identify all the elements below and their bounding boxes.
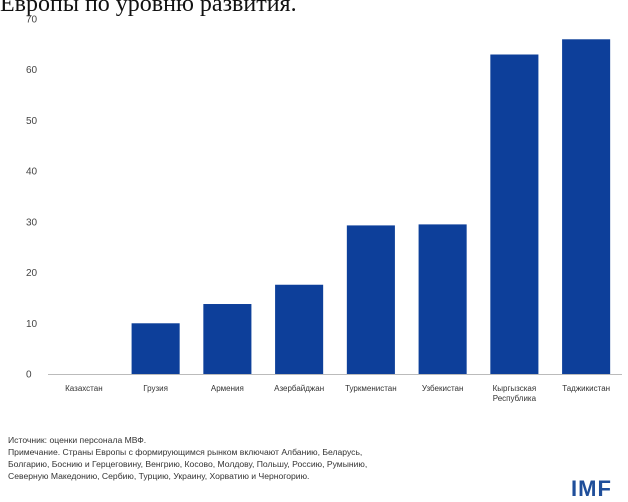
- y-tick-label: 10: [26, 319, 38, 330]
- y-axis-ticks: 0 10 20 30 40 50 60 70: [26, 15, 38, 381]
- bar: [562, 39, 611, 375]
- category-label: Армения: [211, 384, 244, 393]
- category-label: Казахстан: [65, 384, 103, 393]
- y-tick-label: 30: [26, 217, 38, 228]
- y-tick-label: 70: [26, 15, 38, 26]
- y-tick-label: 60: [26, 65, 38, 76]
- bar: [275, 284, 324, 374]
- bars: [131, 39, 611, 375]
- category-label: Республика: [493, 394, 537, 403]
- bar: [490, 54, 539, 374]
- bar: [203, 304, 252, 374]
- category-label: Кыргызская: [493, 384, 537, 393]
- y-tick-label: 0: [26, 370, 32, 381]
- source-line: Источник: оценки персонала МВФ.: [8, 435, 147, 445]
- note-line-2: Болгарию, Боснию и Герцеговину, Венгрию,…: [8, 459, 368, 469]
- category-label: Туркменистан: [345, 384, 397, 393]
- category-labels: Казахстан Грузия Армения Азербайджан Туркмен…: [65, 384, 610, 403]
- category-label: Азербайджан: [274, 384, 324, 393]
- y-tick-label: 50: [26, 116, 38, 127]
- bar-chart: 0 10 20 30 40 50 60 70 Казахстан Грузия Армения Аз…: [26, 15, 622, 403]
- bar: [346, 225, 395, 374]
- bar: [131, 323, 180, 374]
- note-line-1: Примечание. Страны Европы с формирующимс…: [8, 447, 363, 457]
- category-label: Грузия: [143, 384, 168, 393]
- bar: [418, 224, 467, 374]
- top-caption: Европы по уровню развития.: [0, 0, 297, 17]
- footnote: Источник: оценки персонала МВФ. Примечан…: [8, 434, 568, 482]
- category-label: Узбекистан: [422, 384, 464, 393]
- category-label: Таджикистан: [562, 384, 610, 393]
- note-line-3: Северную Македонию, Сербию, Турцию, Укра…: [8, 471, 310, 481]
- imf-logo: IMF: [571, 476, 612, 501]
- y-tick-label: 20: [26, 268, 38, 279]
- y-tick-label: 40: [26, 167, 38, 178]
